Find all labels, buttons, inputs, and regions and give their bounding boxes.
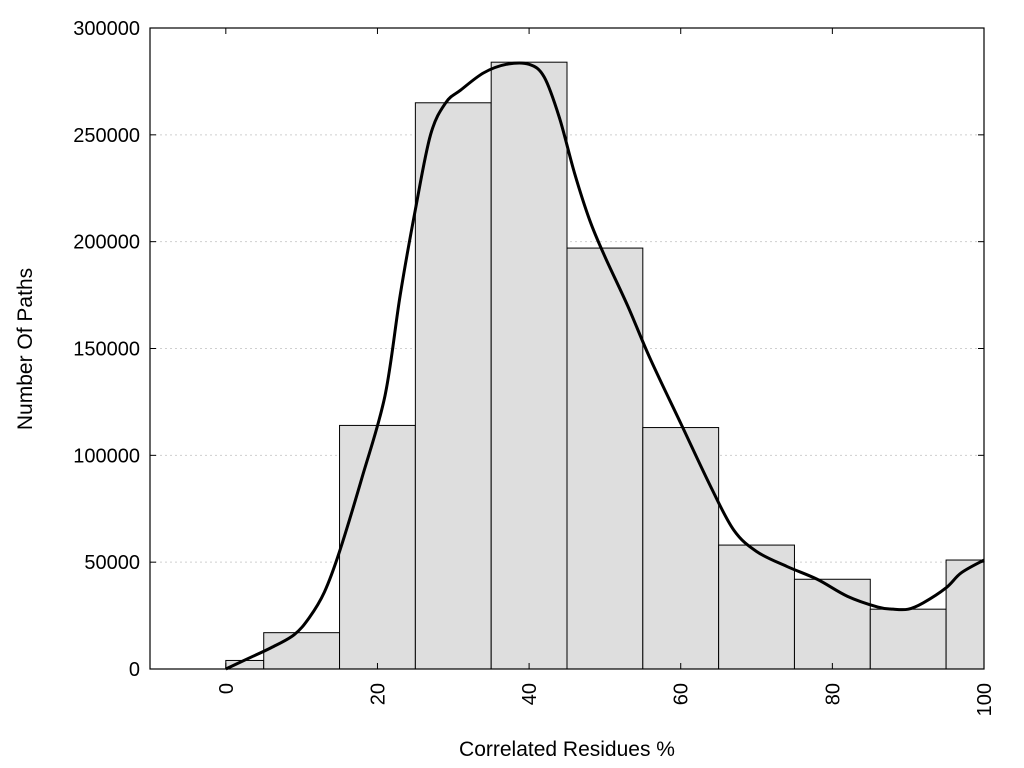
x-tick-label: 80 — [822, 683, 844, 705]
x-tick-label: 60 — [671, 683, 693, 705]
x-tick-label: 40 — [519, 683, 541, 705]
density-curve — [225, 61, 985, 671]
histogram-bar — [793, 578, 871, 670]
histogram-bar — [339, 424, 416, 670]
x-tick-label: 20 — [367, 683, 389, 705]
y-tick-label: 300000 — [73, 18, 140, 40]
histogram-bar — [945, 559, 985, 670]
y-axis-title: Number Of Paths — [14, 268, 37, 430]
y-tick-label: 200000 — [73, 232, 140, 254]
y-tick-labels: 0 50000 100000 150000 200000 250000 300000 — [73, 18, 140, 681]
histogram-bar — [490, 61, 568, 670]
axis-ticks — [150, 27, 985, 670]
x-tick-label: 100 — [974, 683, 996, 716]
x-tick-label: 0 — [216, 683, 238, 694]
histogram-bar — [566, 247, 644, 670]
histogram-bar — [414, 102, 492, 670]
x-tick-labels: 0 20 40 60 80 100 — [216, 683, 996, 716]
histogram-bar — [263, 632, 341, 670]
histogram-bars — [225, 61, 985, 670]
y-tick-label: 150000 — [73, 339, 140, 361]
histogram-bar — [869, 608, 947, 670]
y-tick-label: 50000 — [84, 552, 140, 574]
y-tick-label: 0 — [129, 659, 140, 681]
y-tick-label: 250000 — [73, 125, 140, 147]
x-axis-title: Correlated Residues % — [459, 738, 675, 761]
histogram-bar — [642, 427, 720, 670]
y-tick-label: 100000 — [73, 445, 140, 467]
